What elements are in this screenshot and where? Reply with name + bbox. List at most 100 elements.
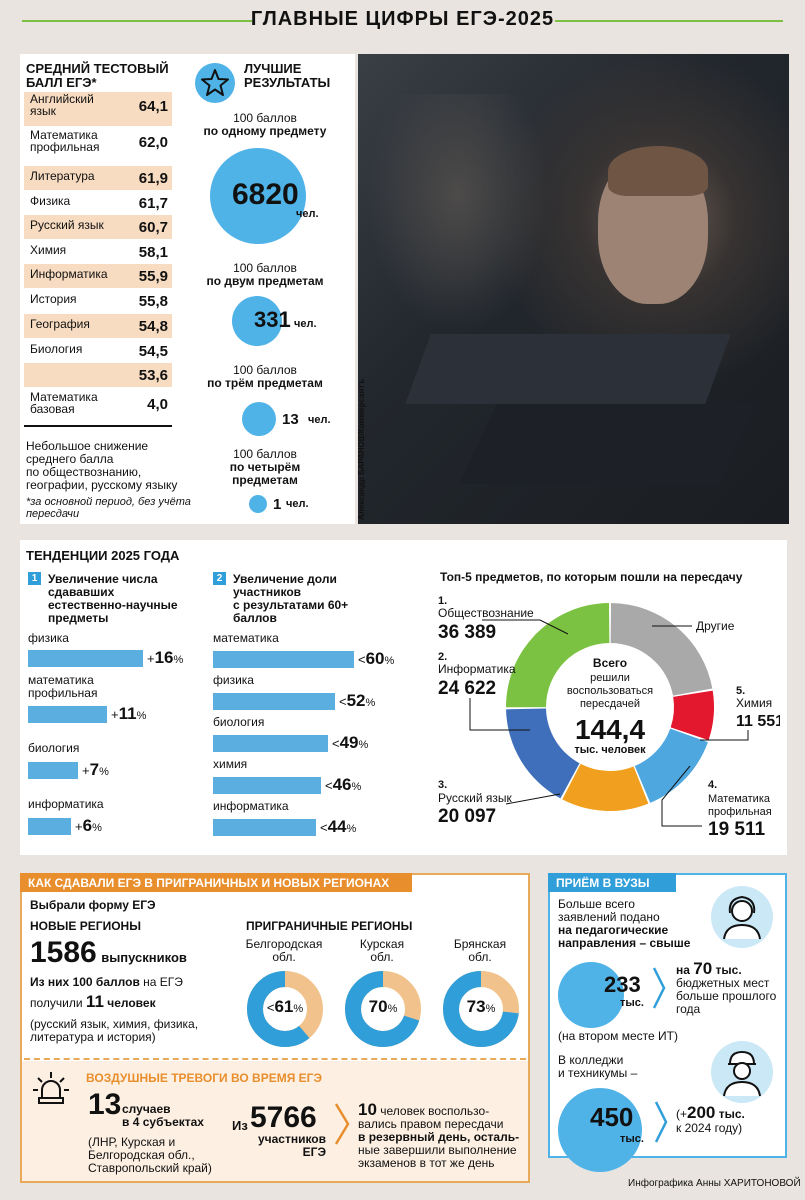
- subject-line2: базовая: [30, 402, 75, 416]
- best-unit: чел.: [308, 414, 331, 426]
- trend2-sign: <: [339, 694, 347, 709]
- avg-score-panel: [20, 54, 355, 524]
- score-row: 53,6: [24, 363, 172, 387]
- of-them: Из них 100 баллов на ЕГЭ: [30, 975, 183, 989]
- trend2-sign: <: [332, 736, 340, 751]
- trend2-bar: [213, 735, 328, 752]
- score-row: Литература 61,9: [24, 166, 172, 190]
- trend1-label-line1: биология: [28, 741, 80, 755]
- participants-value: 5766: [250, 1101, 317, 1134]
- trend2-value: <52%: [339, 691, 375, 711]
- intro-line: Больше всего: [558, 897, 635, 911]
- score-value: 61,9: [138, 170, 168, 187]
- page-title: ГЛАВНЫЕ ЦИФРЫ ЕГЭ-2025: [250, 8, 555, 30]
- slice-rank: 2.: [438, 651, 447, 663]
- donut-slice: [506, 708, 580, 799]
- subject-name: Биология: [30, 343, 82, 356]
- new-regions-title: НОВЫЕ РЕГИОНЫ: [30, 919, 141, 933]
- trend2-value: <49%: [332, 733, 368, 753]
- best-circle: [242, 402, 276, 436]
- trend1-label-line1: математика: [28, 673, 94, 687]
- trend2-unit: %: [384, 655, 395, 667]
- trend-heading: Увеличение числа сдававших естественно-нау…: [48, 573, 178, 625]
- subject-name: Информатика: [30, 268, 108, 281]
- slice-name: Информатика: [438, 662, 516, 676]
- subject-line1: Химия: [30, 243, 67, 257]
- retake-line: вались правом пересдачи: [358, 1117, 504, 1131]
- border-region-line2: обл.: [370, 950, 394, 964]
- leader-line: [469, 698, 530, 731]
- subject-line1: Математика: [30, 390, 98, 404]
- budget-line: больше прошлого: [676, 989, 777, 1003]
- score-row: Математика базовая 4,0: [24, 390, 172, 424]
- retake-line: в резервный день, осталь-: [358, 1130, 520, 1144]
- text-line: с результатами 60+: [233, 598, 349, 612]
- slice-rank: 5.: [736, 685, 745, 697]
- trend2-label: биология: [213, 715, 265, 729]
- avg-score-title: СРЕДНИЙ ТЕСТОВЫЙ БАЛЛ ЕГЭ*: [26, 61, 169, 90]
- trends-panel: [20, 540, 787, 855]
- score-row: География 54,8: [24, 314, 172, 338]
- slice-name: Обществознание: [438, 606, 534, 620]
- subject-name: Математика базовая: [30, 391, 98, 415]
- universities-title: ПРИЁМ В ВУЗЫ: [556, 876, 650, 890]
- subject-name: Химия: [30, 244, 66, 257]
- regions-title: КАК СДАВАЛИ ЕГЭ В ПРИГРАНИЧНЫХ И НОВЫХ Р…: [28, 876, 390, 890]
- text-line: естественно-научные: [48, 598, 178, 612]
- score-row: Химия 58,1: [24, 240, 172, 264]
- subjects-list: (русский язык, химия, физика, литература …: [30, 1018, 198, 1044]
- center-unit: тыс. человек: [574, 744, 646, 756]
- text-line: Увеличение доли: [233, 572, 337, 586]
- slice-value: 24 622: [438, 678, 496, 699]
- trend1-bar: [28, 706, 107, 723]
- growth-text: (+200 тыс. к 2024 году): [676, 1103, 745, 1135]
- score-value: 54,5: [138, 343, 168, 360]
- best-title: ЛУЧШИЕ РЕЗУЛЬТАТЫ: [244, 61, 331, 90]
- second-place: (на втором месте ИТ): [558, 1029, 678, 1043]
- score-row: Физика 61,7: [24, 191, 172, 215]
- text-line: литература и история): [30, 1030, 156, 1044]
- budget-line: года: [676, 1002, 701, 1016]
- trend1-value: +7%: [82, 760, 109, 780]
- score-row: Биология 54,5: [24, 339, 172, 363]
- slice-name: профильная: [708, 806, 772, 818]
- subject-line1: Информатика: [30, 267, 108, 281]
- subject-name: Литература: [30, 170, 95, 183]
- trend1-sign: +: [111, 707, 119, 722]
- title-rule-left: [22, 20, 252, 22]
- slice-name: Другие: [696, 619, 735, 633]
- got: получили 11 человек: [30, 992, 156, 1011]
- slice-value: 20 097: [438, 806, 496, 827]
- regions-chose: Выбрали форму ЕГЭ: [30, 898, 156, 912]
- text-line: географии, русскому языку: [26, 478, 178, 492]
- trend1-unit: %: [92, 822, 102, 834]
- chevron-right-icon: [334, 1103, 350, 1145]
- text-line: баллов: [233, 611, 277, 625]
- subject-line1: Математика: [30, 128, 98, 142]
- applications-value: 233: [604, 972, 641, 997]
- text-line: (ЛНР, Курская и: [88, 1135, 176, 1149]
- text-line: В колледжи: [558, 1053, 624, 1067]
- trend1-num: 6: [82, 816, 93, 835]
- regions-divider: [24, 1058, 526, 1060]
- graduates-unit: выпускников: [101, 950, 187, 965]
- best-label-line1: 100 баллов: [233, 261, 297, 275]
- text-line: Небольшое снижение: [26, 439, 149, 453]
- score-value: 4,0: [147, 396, 168, 413]
- subject-name: Математика профильная: [30, 129, 99, 153]
- slice-value: 36 389: [438, 622, 496, 643]
- donut-slice: [670, 690, 714, 741]
- score-value: 53,6: [138, 367, 168, 384]
- chart-title: Топ-5 предметов, по которым пошли на пер…: [440, 570, 743, 584]
- trend1-num: 11: [118, 704, 137, 723]
- trend2-sign: <: [320, 820, 328, 835]
- colleges-value: 450: [590, 1102, 634, 1132]
- chevron-right-icon-2: [652, 967, 666, 1009]
- score-value: 61,7: [138, 195, 168, 212]
- trend1-num: 16: [154, 648, 174, 667]
- trend1-value: +16%: [147, 648, 183, 668]
- avg-footnote: *за основной период, без учёта пересдачи: [26, 496, 191, 520]
- best-value: 6820: [232, 178, 299, 211]
- trend2-unit: %: [358, 739, 369, 751]
- title-rule-right: [555, 20, 783, 22]
